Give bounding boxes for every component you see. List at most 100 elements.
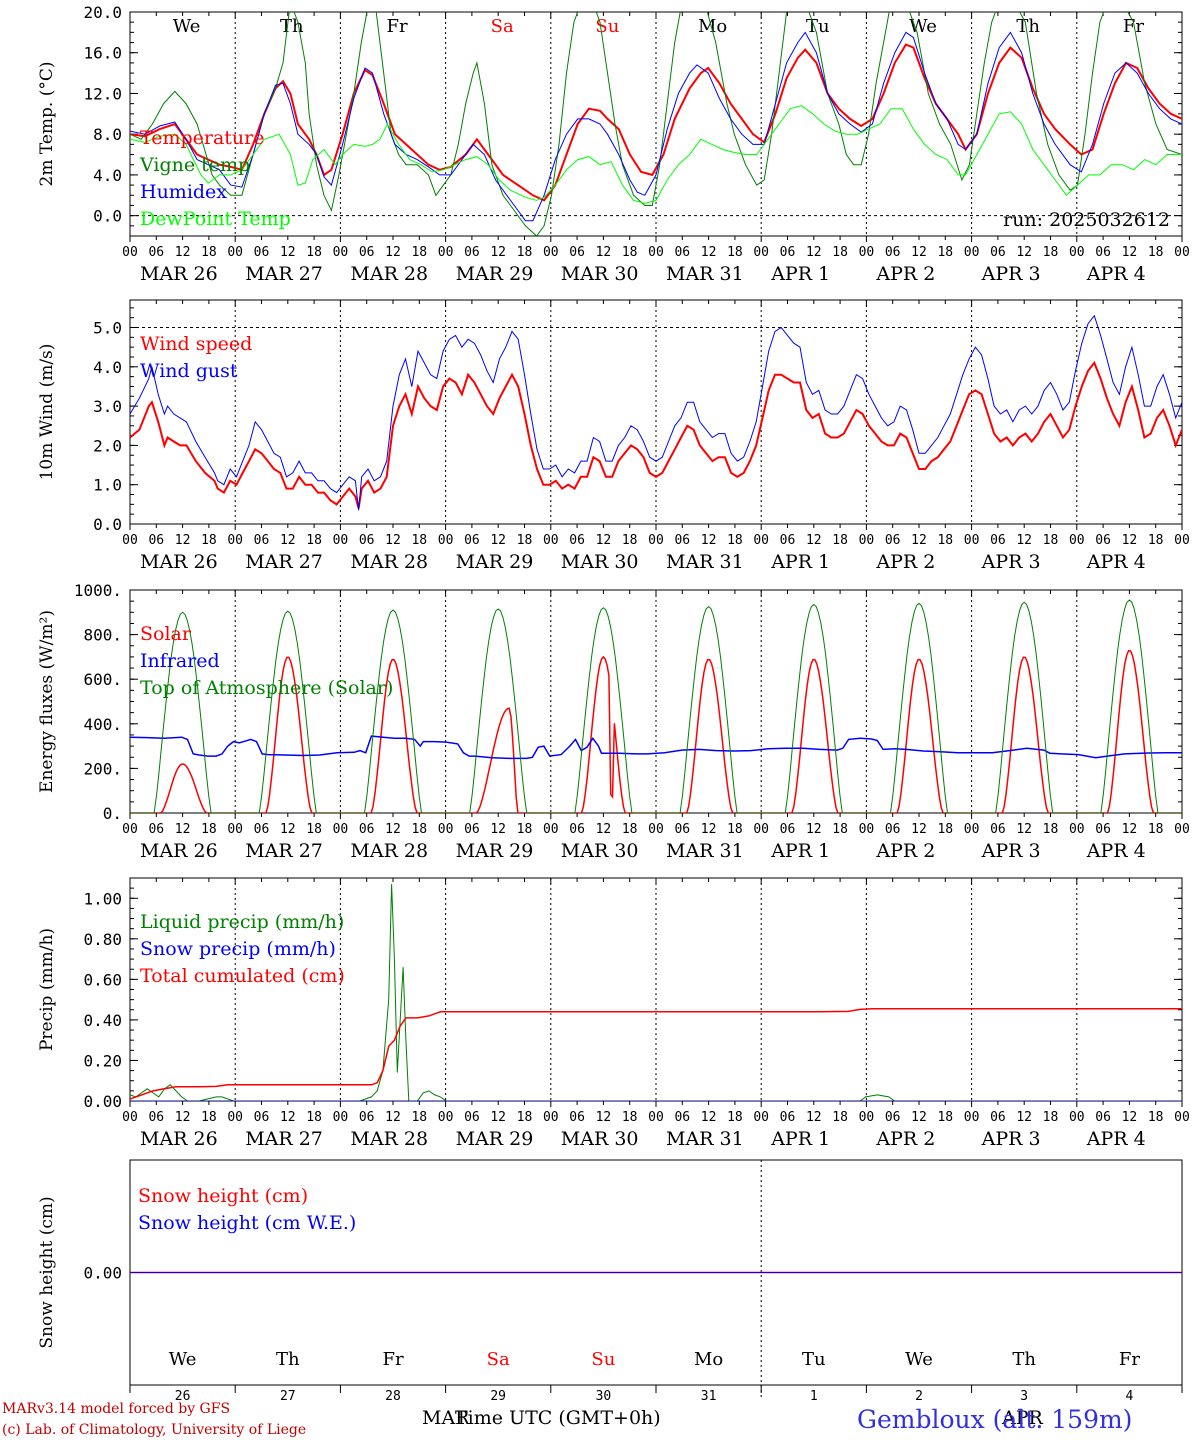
hour-label: 18	[937, 245, 953, 260]
hour-label: 00	[753, 245, 769, 260]
hour-label: 00	[1069, 1110, 1085, 1125]
day-name-top: Tu	[806, 16, 830, 37]
panel-2: 00 06 12 18 00 06 12 18 00 06 12 18 00 06 12 18 00 06 12 18…	[37, 299, 1190, 573]
short-date: 30	[596, 1389, 612, 1404]
day-name-top: We	[173, 16, 201, 37]
hour-label: 00	[859, 533, 875, 548]
hour-label: 12	[1122, 1110, 1138, 1125]
hour-label: 06	[359, 533, 375, 548]
hour-label: 00	[543, 1110, 559, 1125]
legend-entry: Wind gust	[140, 360, 238, 382]
y-tick-label: 12.0	[83, 84, 122, 103]
day-name-bottom: Tu	[802, 1349, 826, 1370]
panel-3: 00 06 12 18 00 06 12 18 00 06 12 18 00 06 12 18 00 06 12 18…	[37, 581, 1190, 862]
date-label: APR 2	[875, 1128, 935, 1150]
hour-label: 00	[333, 533, 349, 548]
hour-label: 00	[1174, 822, 1190, 837]
date-label: MAR 26	[140, 551, 218, 573]
hour-label: 06	[148, 533, 164, 548]
hour-label: 06	[569, 245, 585, 260]
hour-label: 00	[964, 822, 980, 837]
day-name-bottom: Th	[276, 1349, 300, 1370]
hour-label: 12	[175, 533, 191, 548]
hour-label: 00	[859, 1110, 875, 1125]
hour-label: 00	[859, 822, 875, 837]
hour-label: 06	[990, 1110, 1006, 1125]
hour-label: 06	[148, 822, 164, 837]
hour-label: 06	[674, 245, 690, 260]
legend-entry: Snow height (cm W.E.)	[138, 1212, 356, 1234]
series-line-wind-speed	[130, 360, 1182, 509]
hour-label: 18	[517, 1110, 533, 1125]
hour-label: 12	[911, 533, 927, 548]
y-tick-label: 3.0	[93, 397, 122, 416]
hour-label: 00	[1069, 533, 1085, 548]
date-label: MAR 30	[561, 840, 639, 862]
series-group	[130, 12, 1182, 236]
hour-label: 06	[990, 533, 1006, 548]
hour-label: 06	[464, 822, 480, 837]
hour-label: 12	[806, 1110, 822, 1125]
hour-label: 12	[490, 533, 506, 548]
hour-label: 12	[1122, 245, 1138, 260]
hour-label: 12	[1016, 1110, 1032, 1125]
hour-label: 00	[1069, 822, 1085, 837]
series-line-wind-gust	[130, 314, 1182, 511]
hour-label: 12	[701, 533, 717, 548]
hour-label: 12	[1016, 533, 1032, 548]
date-label: MAR 29	[456, 1128, 534, 1150]
hour-label: 12	[280, 533, 296, 548]
y-tick-label: 0.80	[83, 930, 122, 949]
hour-label: 06	[674, 822, 690, 837]
hour-label: 12	[911, 822, 927, 837]
hour-label: 18	[1148, 1110, 1164, 1125]
date-label: APR 3	[981, 263, 1041, 285]
short-date: 28	[385, 1389, 401, 1404]
hour-label: 06	[674, 1110, 690, 1125]
hour-label: 00	[543, 533, 559, 548]
y-tick-label: 800.	[83, 626, 122, 645]
date-label: MAR 27	[245, 1128, 323, 1150]
hour-label: 12	[490, 1110, 506, 1125]
date-label: APR 3	[981, 551, 1041, 573]
date-label: APR 3	[981, 1128, 1041, 1150]
hour-label: 06	[780, 533, 796, 548]
date-label: MAR 26	[140, 840, 218, 862]
date-label: MAR 30	[561, 263, 639, 285]
hour-label: 18	[832, 1110, 848, 1125]
hour-label: 12	[385, 1110, 401, 1125]
day-name-bottom: Fr	[382, 1349, 403, 1370]
series-line-top-of-atmosphere-solar-	[130, 599, 1182, 813]
hour-label: 00	[1174, 533, 1190, 548]
hour-label: 06	[359, 245, 375, 260]
y-tick-label: 0.00	[83, 1264, 122, 1283]
short-date: 4	[1125, 1389, 1133, 1404]
date-label: MAR 29	[456, 263, 534, 285]
date-label: MAR 28	[350, 1128, 428, 1150]
panel-1: 00 06 12 18 00 06 12 18 00 06 12 18 00 06 12 18 00 06 12 18…	[37, 3, 1190, 285]
date-label: MAR 27	[245, 840, 323, 862]
hour-label: 18	[727, 533, 743, 548]
hour-label: 18	[937, 822, 953, 837]
date-label: APR 4	[1086, 551, 1146, 573]
hour-label: 12	[175, 1110, 191, 1125]
day-name-bottom: Su	[591, 1349, 615, 1370]
hour-label: 06	[359, 1110, 375, 1125]
hour-label: 00	[227, 533, 243, 548]
hour-label: 18	[517, 822, 533, 837]
y-tick-label: 0.	[103, 804, 122, 823]
date-label: APR 1	[770, 1128, 830, 1150]
legend-entry: Humidex	[140, 181, 227, 203]
day-name-top: Sa	[491, 16, 514, 37]
hour-label: 06	[885, 1110, 901, 1125]
date-label: APR 4	[1086, 1128, 1146, 1150]
x-axis-title: Time UTC (GMT+0h)	[455, 1407, 661, 1429]
hour-label: 12	[596, 533, 612, 548]
date-label: MAR 31	[666, 551, 744, 573]
date-label: MAR 26	[140, 263, 218, 285]
day-name-bottom: We	[905, 1349, 933, 1370]
hour-label: 00	[438, 1110, 454, 1125]
hour-label: 18	[937, 533, 953, 548]
short-date: 29	[490, 1389, 506, 1404]
y-tick-label: 400.	[83, 715, 122, 734]
